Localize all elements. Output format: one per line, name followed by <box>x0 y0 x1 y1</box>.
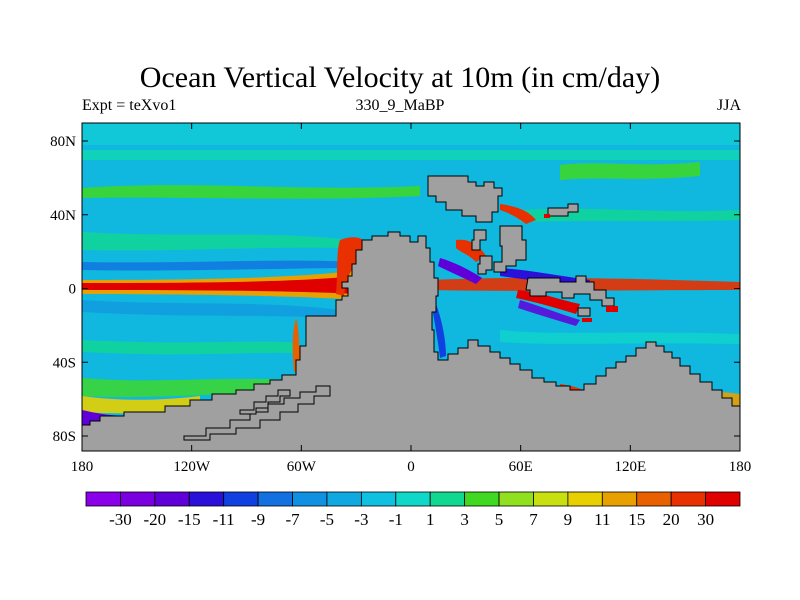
hotspot-3 <box>544 214 550 218</box>
y-tick-label: 80S <box>53 429 76 445</box>
colorbar-label: 3 <box>460 510 469 529</box>
x-tick-label: 60W <box>287 459 317 475</box>
land-east-block <box>493 225 527 273</box>
northern-band <box>82 150 740 160</box>
subtropical-band <box>82 232 350 251</box>
southern-subtropical-band <box>82 340 300 355</box>
season-label: JJA <box>716 97 741 114</box>
colorbar-label: 1 <box>426 510 435 529</box>
colorbar-label: -9 <box>251 510 265 529</box>
north-pacific-band <box>560 162 700 180</box>
north-equatorial-band <box>82 260 360 271</box>
colorbar-label: -30 <box>109 510 132 529</box>
chart-title: Ocean Vertical Velocity at 10m (in cm/da… <box>139 61 661 94</box>
colorbar-swatch <box>360 491 397 507</box>
land-west-coast <box>477 255 493 275</box>
x-tick-label: 180 <box>729 459 752 475</box>
colorbar-label: 15 <box>628 510 645 529</box>
colorbar-label: 20 <box>663 510 680 529</box>
coastal-downwelling-1 <box>438 258 482 284</box>
y-tick-label: 40N <box>50 208 76 224</box>
south-equatorial-band <box>82 300 340 318</box>
coastal-upwelling-2 <box>456 239 486 262</box>
land-mass-group <box>82 175 740 451</box>
x-tick-label: 180 <box>71 459 94 475</box>
experiment-label: Expt = teXvo1 <box>82 97 177 114</box>
colorbar-label: 9 <box>564 510 573 529</box>
south-pacific-band <box>500 330 740 344</box>
land-strip-2 <box>239 389 291 415</box>
colorbar-swatch <box>670 491 706 507</box>
colorbar-swatch <box>705 491 741 507</box>
colorbar-swatch <box>601 491 638 507</box>
x-tick-label: 60E <box>509 459 533 475</box>
land-north-block <box>427 175 503 223</box>
colorbar-label: 5 <box>495 510 504 529</box>
land-main-continent <box>82 231 740 451</box>
x-axis: 180 120W 60W 0 60E 120E 180 <box>71 123 752 475</box>
colorbar-swatch <box>292 491 328 507</box>
colorbar-label: -7 <box>285 510 300 529</box>
colorbar-swatch <box>257 491 293 507</box>
hotspot-2 <box>582 318 592 322</box>
colorbar-swatch <box>85 491 121 507</box>
colorbar-label: 7 <box>529 510 538 529</box>
equatorial-upwelling-core <box>82 276 355 294</box>
colorbar-label: -1 <box>389 510 403 529</box>
period-label: 330_9_MaBP <box>355 97 445 114</box>
colorbar-swatch <box>533 491 569 507</box>
colorbar-swatch <box>120 491 156 507</box>
colorbar-swatch <box>636 491 672 507</box>
colorbar-label: -15 <box>178 510 201 529</box>
land-small-island <box>577 307 591 317</box>
colorbar-swatch <box>498 491 534 507</box>
colorbar-swatch <box>464 491 500 507</box>
y-tick-label: 0 <box>69 282 77 298</box>
y-tick-label: 80N <box>50 134 76 150</box>
plot-area <box>82 123 740 451</box>
midlat-positive-band <box>82 185 420 199</box>
land-asia-shelf <box>525 275 615 307</box>
x-tick-label: 0 <box>407 459 415 475</box>
colorbar-swatch <box>567 491 603 507</box>
colorbar-label: -3 <box>354 510 368 529</box>
colorbar-swatch <box>395 491 431 507</box>
coastal-upwelling-3 <box>500 204 536 224</box>
colorbar-label: 30 <box>697 510 714 529</box>
land-strip-1 <box>183 385 331 441</box>
y-tick-label: 40S <box>53 355 76 371</box>
x-tick-label: 120E <box>614 459 646 475</box>
colorbar-swatch <box>326 491 362 507</box>
colorbar-label: 11 <box>594 510 610 529</box>
colorbar-label: -20 <box>144 510 167 529</box>
coastal-downwelling-4 <box>432 304 446 358</box>
colorbar-swatch <box>188 491 225 507</box>
hotspot-1 <box>606 306 618 312</box>
colorbar-label: -11 <box>213 510 235 529</box>
coastal-downwelling-3 <box>518 300 580 326</box>
y-axis: 80N 40N 0 40S 80S <box>50 134 740 445</box>
x-tick-label: 120W <box>173 459 211 475</box>
land-north-island <box>547 203 579 217</box>
colorbar-swatch <box>154 491 190 507</box>
colorbar: -30 -20 -15 -11 -9 -7 -5 -3 -1 1 3 5 7 9 11 15 20 30 <box>85 491 741 529</box>
colorbar-swatch <box>223 491 259 507</box>
colorbar-label: -5 <box>320 510 334 529</box>
arctic-band <box>82 123 740 145</box>
land-islands <box>471 229 487 251</box>
colorbar-swatch <box>429 491 466 507</box>
